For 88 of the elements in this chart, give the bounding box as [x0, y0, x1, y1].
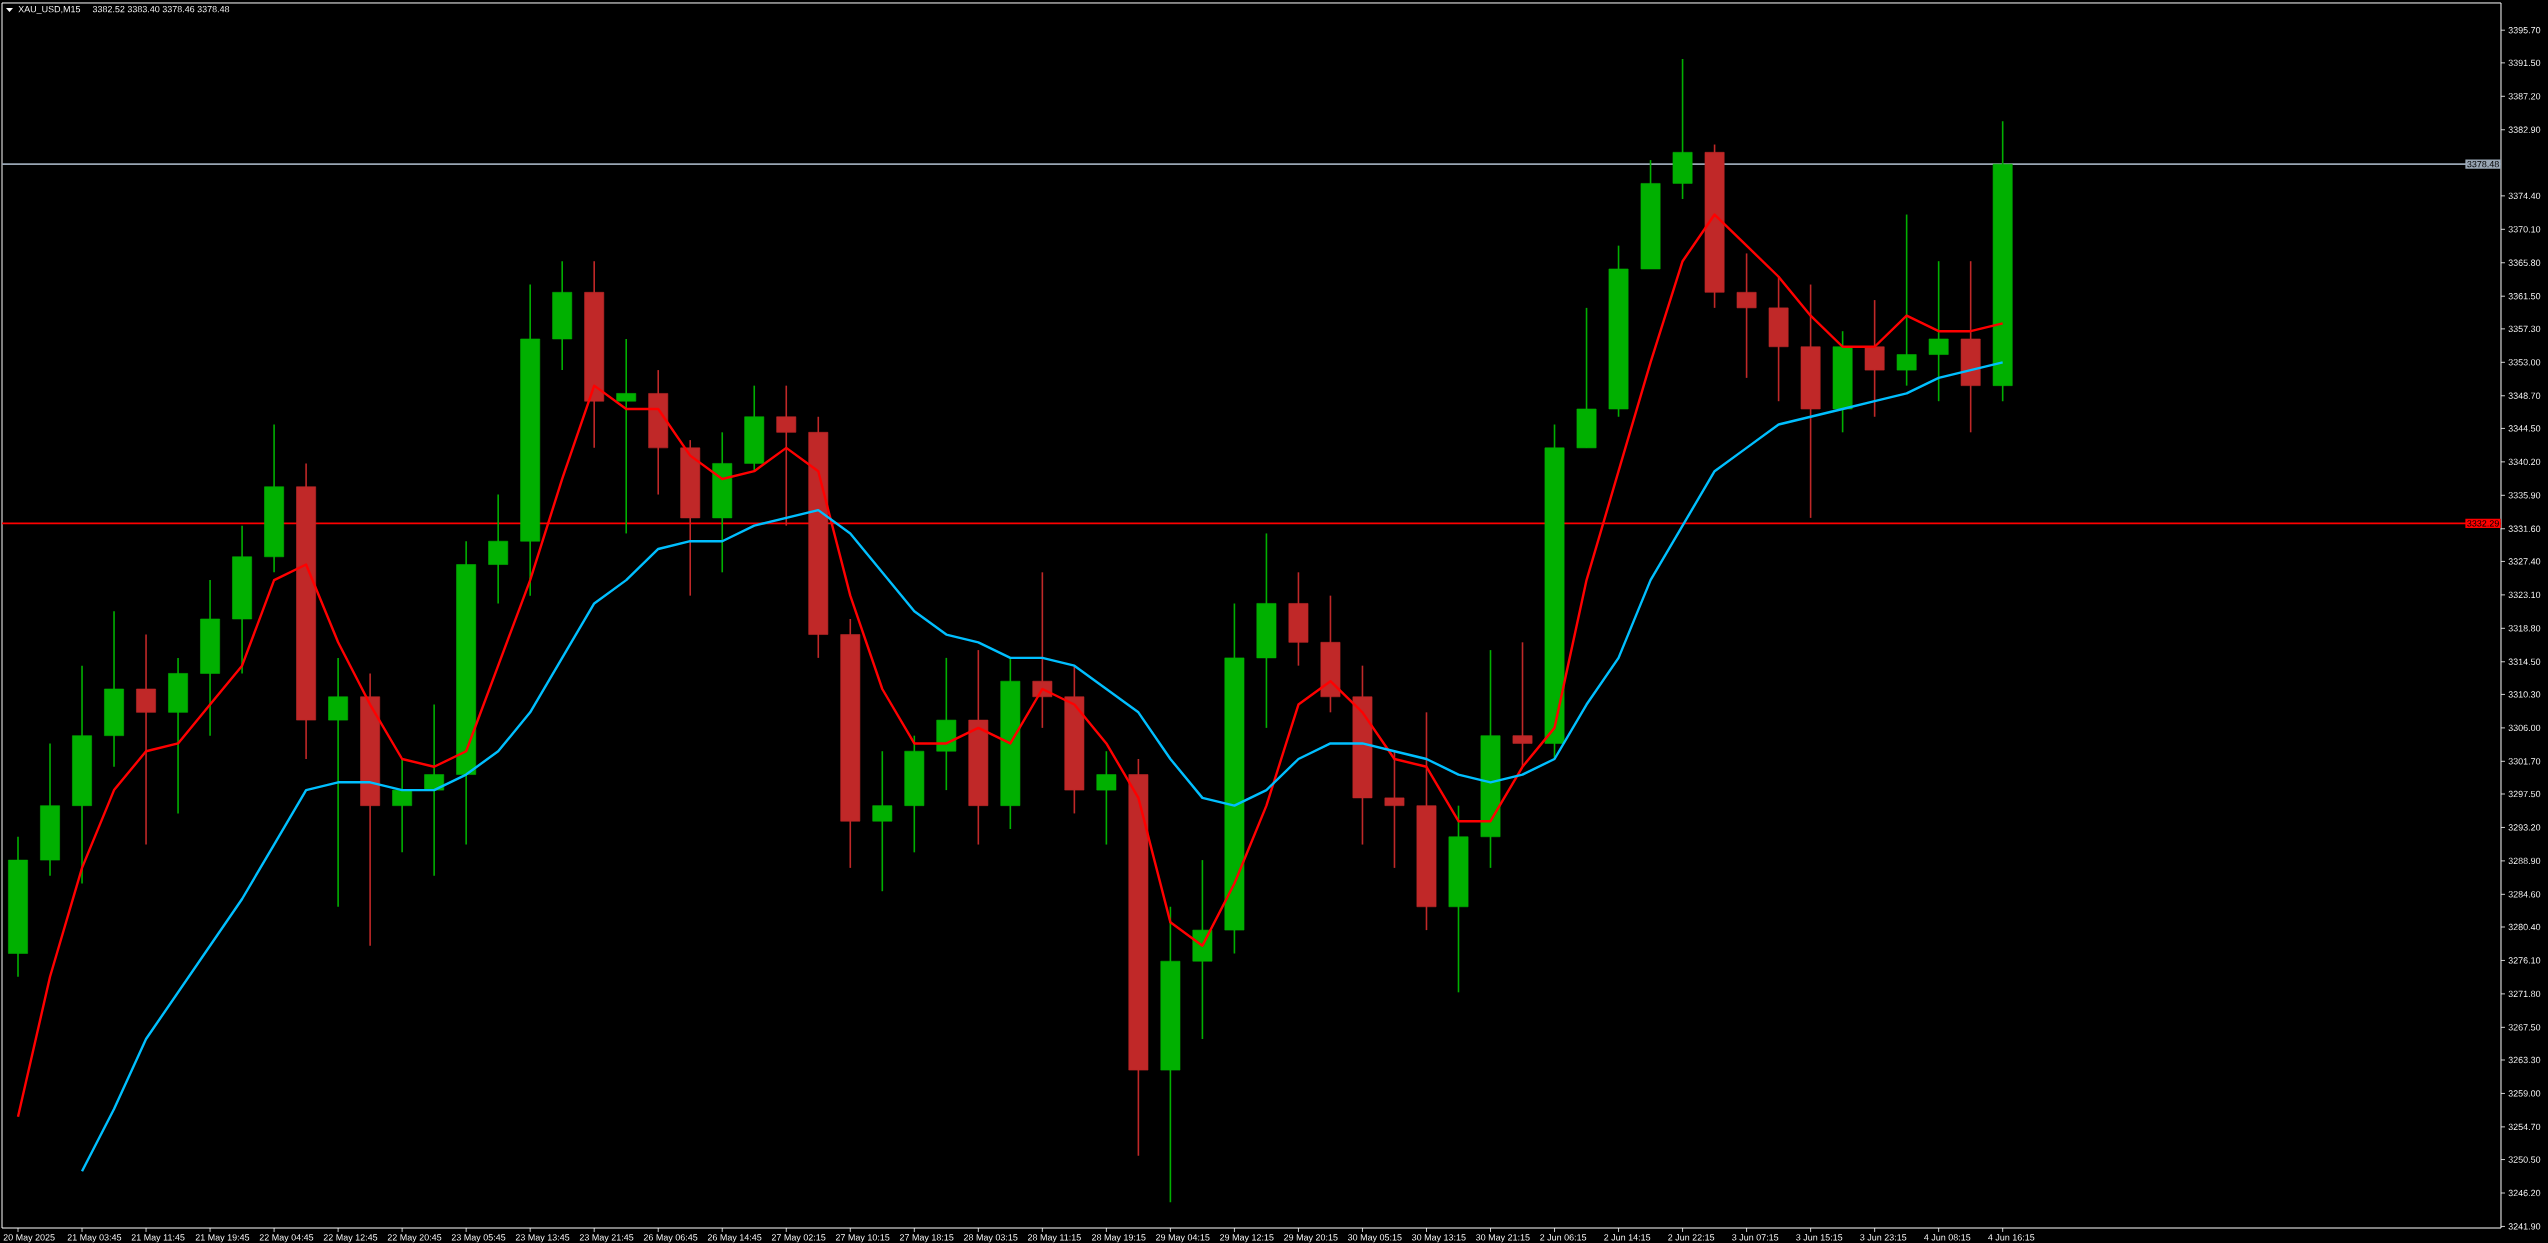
- y-tick-label: 3301.70: [2508, 758, 2541, 765]
- candlestick: [136, 633, 156, 846]
- x-tick-label: 21 May 11:45: [131, 1234, 185, 1243]
- y-tick-label: 3382.90: [2508, 126, 2541, 133]
- chart-title: XAU_USD,M15: [18, 5, 81, 15]
- y-tick-label: 3395.70: [2508, 27, 2541, 34]
- candlestick: [1736, 252, 1757, 379]
- x-tick-label: 27 May 18:15: [899, 1234, 954, 1243]
- x-tick-label: 4 Jun 08:15: [1924, 1234, 1971, 1241]
- x-tick-label: 29 May 12:15: [1220, 1234, 1274, 1243]
- y-tick-label: 3344.50: [2508, 425, 2541, 432]
- x-tick-label: 26 May 06:45: [643, 1234, 698, 1243]
- y-tick-label: 3348.70: [2508, 392, 2541, 399]
- y-tick-label: 3331.60: [2508, 525, 2541, 532]
- x-tick-label: 28 May 11:15: [1027, 1234, 1081, 1243]
- y-tick-label: 3353.00: [2508, 359, 2541, 366]
- y-tick-label: 3387.20: [2508, 93, 2541, 100]
- x-tick-label: 29 May 20:15: [1284, 1234, 1338, 1243]
- candlestick: [616, 338, 637, 535]
- y-tick-label: 3318.80: [2508, 625, 2541, 632]
- y-tick-label: 3365.80: [2508, 259, 2541, 266]
- x-tick-label: 22 May 20:45: [387, 1234, 442, 1243]
- y-tick-label: 3250.50: [2508, 1156, 2541, 1163]
- x-tick-label: 22 May 04:45: [259, 1234, 314, 1243]
- y-tick-label: 3357.30: [2508, 325, 2541, 333]
- y-tick-label: 3241.90: [2508, 1223, 2541, 1230]
- candlestick: [1928, 260, 1949, 402]
- x-tick-label: 23 May 21:45: [579, 1234, 634, 1243]
- x-tick-label: 30 May 21:15: [1476, 1234, 1530, 1243]
- candlestick: [424, 703, 445, 877]
- candlestick: [328, 657, 349, 908]
- y-tick-label: 3254.70: [2508, 1123, 2541, 1131]
- y-tick-label: 3391.50: [2508, 59, 2541, 67]
- y-tick-label: 3284.60: [2508, 891, 2541, 898]
- y-tick-label: 3293.20: [2508, 824, 2541, 831]
- x-tick-label: 21 May 03:45: [67, 1234, 122, 1243]
- x-tick-label: 21 May 19:45: [195, 1234, 250, 1243]
- y-tick-label: 3246.20: [2508, 1189, 2541, 1197]
- x-tick-label: 3 Jun 15:15: [1796, 1234, 1843, 1241]
- y-tick-label: 3310.30: [2508, 691, 2541, 698]
- y-tick-label: 3314.50: [2508, 658, 2541, 665]
- x-tick-label: 26 May 14:45: [707, 1234, 762, 1243]
- y-tick-label: 3361.50: [2508, 293, 2541, 300]
- candlestick: [1896, 213, 1917, 387]
- candlestick: [488, 493, 509, 605]
- ref-line-label: 3378.48: [2467, 160, 2499, 168]
- x-tick-label: 3 Jun 23:15: [1860, 1234, 1907, 1241]
- y-tick-label: 3306.00: [2508, 724, 2541, 732]
- x-tick-label: 27 May 10:15: [835, 1234, 890, 1243]
- y-tick-label: 3259.00: [2508, 1090, 2541, 1097]
- x-tick-label: 28 May 03:15: [963, 1234, 1018, 1243]
- y-tick-label: 3276.10: [2508, 957, 2541, 964]
- y-tick-label: 3327.40: [2508, 558, 2541, 565]
- x-tick-label: 2 Jun 22:15: [1668, 1234, 1715, 1241]
- candlestick: [872, 750, 893, 893]
- y-tick-label: 3288.90: [2508, 857, 2541, 865]
- x-tick-label: 30 May 05:15: [1347, 1234, 1402, 1243]
- candlestick: [1384, 750, 1405, 869]
- x-tick-label: 27 May 02:15: [771, 1234, 826, 1243]
- candlestick: [776, 384, 797, 527]
- y-tick-label: 3280.40: [2508, 923, 2541, 931]
- x-tick-label: 30 May 13:15: [1412, 1234, 1466, 1243]
- x-tick-label: 3 Jun 07:15: [1732, 1234, 1779, 1241]
- y-tick-label: 3370.10: [2508, 226, 2541, 233]
- candlestick: [392, 758, 413, 854]
- y-tick-label: 3374.40: [2508, 192, 2541, 200]
- y-tick-label: 3271.80: [2508, 990, 2541, 998]
- x-tick-label: 20 May 2025: [3, 1234, 55, 1243]
- y-tick-label: 3335.90: [2508, 492, 2541, 499]
- candlestick: [1032, 571, 1053, 729]
- y-tick-label: 3340.20: [2508, 458, 2541, 466]
- y-tick-label: 3267.50: [2508, 1024, 2541, 1031]
- x-tick-label: 23 May 13:45: [515, 1234, 570, 1243]
- candlestick: [1512, 641, 1533, 768]
- y-tick-label: 3297.50: [2508, 790, 2541, 798]
- x-tick-label: 23 May 05:45: [451, 1234, 506, 1243]
- x-tick-label: 22 May 12:45: [323, 1234, 378, 1243]
- x-tick-label: 4 Jun 16:15: [1988, 1234, 2035, 1241]
- candlestick: [1096, 750, 1117, 846]
- y-tick-label: 3263.30: [2508, 1056, 2541, 1064]
- ref-line-label: 3332.29: [2467, 520, 2499, 527]
- x-tick-label: 28 May 19:15: [1092, 1234, 1146, 1243]
- x-tick-label: 2 Jun 06:15: [1540, 1234, 1587, 1241]
- candlestick: [1864, 299, 1885, 418]
- y-tick-label: 3323.10: [2508, 591, 2541, 599]
- x-tick-label: 2 Jun 14:15: [1604, 1234, 1651, 1241]
- chart-subtitle: 3382.52 3383.40 3378.46 3378.48: [92, 5, 230, 13]
- x-tick-label: 29 May 04:15: [1156, 1234, 1210, 1243]
